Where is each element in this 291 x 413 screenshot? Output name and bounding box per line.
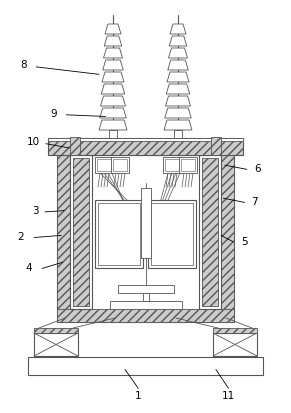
Polygon shape xyxy=(166,96,191,106)
Text: 1: 1 xyxy=(135,391,141,401)
Polygon shape xyxy=(164,120,192,130)
Polygon shape xyxy=(103,60,123,70)
Bar xyxy=(148,200,196,268)
Polygon shape xyxy=(104,48,123,58)
Bar xyxy=(57,155,234,322)
Polygon shape xyxy=(168,60,188,70)
Bar xyxy=(34,333,78,356)
Bar xyxy=(166,109,190,117)
Bar xyxy=(141,188,151,258)
Bar xyxy=(103,73,123,81)
Bar xyxy=(165,159,179,171)
Bar xyxy=(57,309,234,322)
Bar xyxy=(213,333,257,356)
Bar xyxy=(199,155,221,309)
Bar xyxy=(167,85,189,93)
Text: 2: 2 xyxy=(18,233,24,242)
Bar xyxy=(70,137,80,155)
Polygon shape xyxy=(166,84,190,94)
Bar xyxy=(97,159,111,171)
Bar xyxy=(166,97,189,105)
Bar xyxy=(48,138,243,155)
Bar xyxy=(165,121,191,129)
Polygon shape xyxy=(102,72,124,82)
Bar xyxy=(221,155,234,322)
Bar xyxy=(57,155,63,322)
Bar xyxy=(106,25,120,33)
Bar xyxy=(48,138,243,141)
Bar xyxy=(169,49,187,57)
Bar xyxy=(181,159,195,171)
Bar xyxy=(213,328,257,333)
Bar xyxy=(70,155,92,309)
Bar xyxy=(151,203,193,265)
Bar xyxy=(104,61,122,69)
Polygon shape xyxy=(100,96,125,106)
Polygon shape xyxy=(99,120,127,130)
Text: 11: 11 xyxy=(222,391,235,401)
Bar xyxy=(34,328,78,333)
Text: 10: 10 xyxy=(27,138,40,147)
Bar xyxy=(179,157,197,173)
Bar xyxy=(113,159,127,171)
Bar xyxy=(95,157,113,173)
Bar xyxy=(95,200,143,268)
Bar xyxy=(109,130,117,138)
Polygon shape xyxy=(104,36,122,46)
Polygon shape xyxy=(101,84,125,94)
Bar xyxy=(102,85,124,93)
Bar xyxy=(163,157,181,173)
Text: 3: 3 xyxy=(32,206,39,216)
Bar xyxy=(102,97,125,105)
Bar xyxy=(143,293,149,301)
Bar xyxy=(111,157,129,173)
Text: 4: 4 xyxy=(26,263,32,273)
Bar xyxy=(174,130,182,138)
Polygon shape xyxy=(167,72,189,82)
Bar xyxy=(211,137,221,155)
Bar xyxy=(101,109,125,117)
Text: 9: 9 xyxy=(51,109,57,119)
Bar xyxy=(168,73,188,81)
Bar xyxy=(28,357,263,375)
Bar xyxy=(105,37,121,45)
Bar xyxy=(169,61,187,69)
Polygon shape xyxy=(168,48,187,58)
Bar xyxy=(202,158,218,306)
Bar xyxy=(104,49,122,57)
Text: 6: 6 xyxy=(254,164,261,174)
Bar xyxy=(57,155,70,322)
Bar xyxy=(73,158,89,306)
Text: 7: 7 xyxy=(251,197,258,207)
Text: 8: 8 xyxy=(20,60,26,70)
Polygon shape xyxy=(165,108,191,118)
Bar xyxy=(110,301,182,309)
Polygon shape xyxy=(100,108,126,118)
Polygon shape xyxy=(170,24,186,34)
Bar xyxy=(118,285,174,293)
Text: 5: 5 xyxy=(241,237,248,247)
Polygon shape xyxy=(169,36,187,46)
Bar xyxy=(98,203,140,265)
Bar xyxy=(100,121,126,129)
Bar xyxy=(171,25,185,33)
Bar xyxy=(170,37,186,45)
Polygon shape xyxy=(105,24,121,34)
